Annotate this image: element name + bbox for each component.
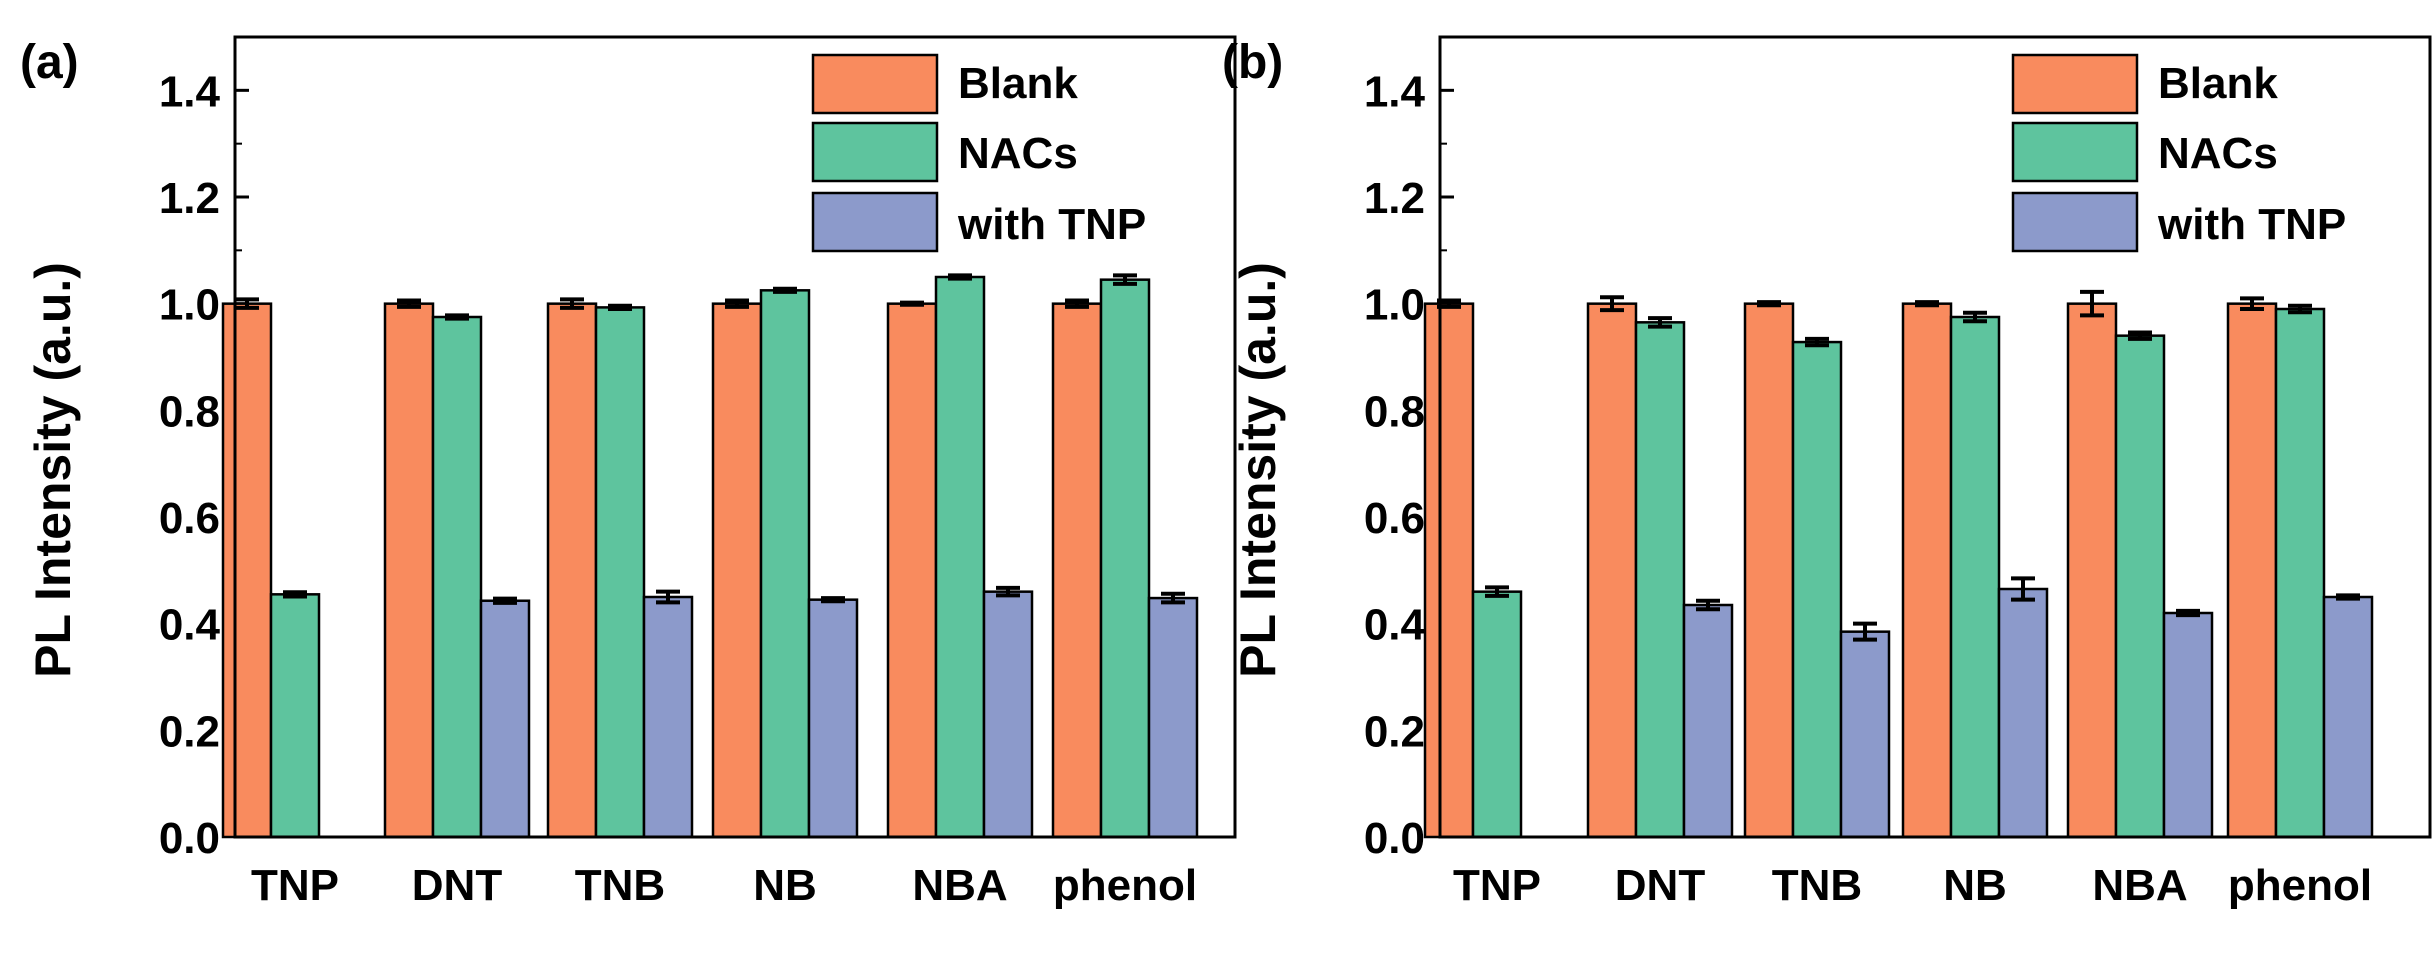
y-tick-label: 0.8	[1364, 387, 1425, 436]
legend-item-blank: Blank	[811, 53, 1078, 115]
y-axis-label: PL Intensity (a.u.)	[25, 262, 81, 678]
bar-nacs	[759, 289, 811, 839]
plot-frame	[233, 35, 1237, 839]
bar-with-tnp	[2322, 595, 2374, 839]
bar-with-tnp	[1682, 603, 1734, 839]
legend-swatch-nacs	[811, 121, 939, 183]
bar-blank	[221, 302, 273, 839]
x-tick-label: TNB	[1772, 861, 1862, 910]
legend-label-nacs: NACs	[958, 129, 1078, 178]
legend-label-nacs: NACs	[2158, 129, 2278, 178]
bar-blank	[1901, 302, 1953, 839]
panel-label: (b)	[1222, 36, 1283, 89]
bar-nacs	[431, 315, 483, 839]
y-tick-label: 1.4	[159, 67, 221, 116]
bar-with-tnp	[2162, 611, 2214, 839]
x-tick-label: NBA	[2092, 861, 2187, 910]
y-tick-label: 0.2	[1364, 707, 1425, 756]
bar-blank	[2066, 302, 2118, 839]
bar-nacs	[1791, 340, 1843, 839]
bar-blank	[1586, 302, 1638, 839]
x-tick-label: NB	[753, 861, 817, 910]
legend-label-blank: Blank	[958, 59, 1078, 108]
legend-item-nacs: NACs	[811, 121, 1078, 183]
bar-blank	[546, 302, 598, 839]
x-tick-label: TNP	[251, 861, 339, 910]
y-tick-label: 0.0	[1364, 814, 1425, 863]
x-tick-label: DNT	[412, 861, 503, 910]
panel-b: (b) PL Intensity (a.u.) 0.0 0.2 0.4 0.6 0.8 1…	[1222, 35, 2432, 910]
x-tick-label: NB	[1943, 861, 2007, 910]
bar-blank	[886, 302, 938, 839]
legend-swatch-blank	[811, 53, 939, 115]
bar-blank	[711, 302, 763, 839]
x-tick-label: NBA	[912, 861, 1007, 910]
bar-blank	[1743, 302, 1795, 839]
bar-with-tnp	[1147, 596, 1199, 839]
y-tick-label: 0.6	[1364, 494, 1425, 543]
bar-with-tnp	[479, 599, 531, 839]
legend-item-with-tnp: with TNP	[811, 191, 1146, 253]
x-tick-label: phenol	[1053, 861, 1197, 910]
y-tick-label: 1.0	[159, 281, 220, 330]
bar-blank	[1051, 302, 1103, 839]
bar-with-tnp	[982, 590, 1034, 839]
bar-nacs	[1099, 278, 1151, 839]
bar-nacs	[1949, 315, 2001, 839]
bar-nacs	[594, 306, 646, 839]
plot-frame	[1438, 35, 2432, 839]
y-tick-label: 0.6	[159, 494, 220, 543]
y-tick-label: 0.0	[159, 814, 220, 863]
legend-swatch-nacs	[2011, 121, 2139, 183]
bar-with-tnp	[642, 595, 694, 839]
bar-with-tnp	[1997, 587, 2049, 839]
y-tick-label: 1.2	[159, 174, 220, 223]
legend-item-with-tnp: with TNP	[2011, 191, 2346, 253]
y-tick-label: 1.4	[1364, 67, 1426, 116]
y-tick-label: 0.2	[159, 707, 220, 756]
y-tick-label: 0.4	[159, 601, 221, 650]
bar-nacs	[269, 593, 321, 839]
plot-area: 0.0 0.2 0.4 0.6 0.8 1.0 1.2 1.4 TNP DNT TNB NB NBA ph…	[1364, 36, 2374, 910]
y-tick-label: 0.8	[159, 387, 220, 436]
legend-swatch-with-tnp	[2011, 191, 2139, 253]
legend: Blank NACs with TNP	[2011, 53, 2346, 253]
legend-item-blank: Blank	[2011, 53, 2278, 115]
x-tick-label: TNB	[575, 861, 665, 910]
x-tick-label: DNT	[1615, 861, 1706, 910]
bar-nacs	[1634, 321, 1686, 839]
bar-blank	[2226, 302, 2278, 839]
bar-nacs	[1471, 590, 1523, 839]
legend-item-nacs: NACs	[2011, 121, 2278, 183]
y-tick-label: 1.2	[1364, 174, 1425, 223]
legend-swatch-with-tnp	[811, 191, 939, 253]
y-tick-label: 0.4	[1364, 601, 1426, 650]
panel-label: (a)	[20, 36, 79, 89]
x-tick-label: phenol	[2228, 861, 2372, 910]
plot-area: 0.0 0.2 0.4 0.6 0.8 1.0 1.2 1.4 TNP DNT TNB NB NBA ph…	[159, 36, 1199, 910]
legend-label-blank: Blank	[2158, 59, 2278, 108]
x-tick-label: TNP	[1453, 861, 1541, 910]
bar-with-tnp	[807, 598, 859, 839]
bar-nacs	[2114, 334, 2166, 839]
y-tick-label: 1.0	[1364, 281, 1425, 330]
bar-nacs	[934, 275, 986, 839]
bar-blank	[383, 302, 435, 839]
legend-label-with-tnp: with TNP	[2157, 200, 2346, 249]
bar-blank	[1423, 302, 1475, 839]
y-axis-label: PL Intensity (a.u.)	[1230, 262, 1286, 678]
bar-nacs	[2274, 307, 2326, 839]
legend-label-with-tnp: with TNP	[957, 200, 1146, 249]
panel-a: (a) PL Intensity (a.u.) 0.0 0.2 0.4 0.6 0.8 1…	[20, 35, 1237, 910]
legend-swatch-blank	[2011, 53, 2139, 115]
legend: Blank NACs with TNP	[811, 53, 1146, 253]
bar-with-tnp	[1839, 630, 1891, 839]
